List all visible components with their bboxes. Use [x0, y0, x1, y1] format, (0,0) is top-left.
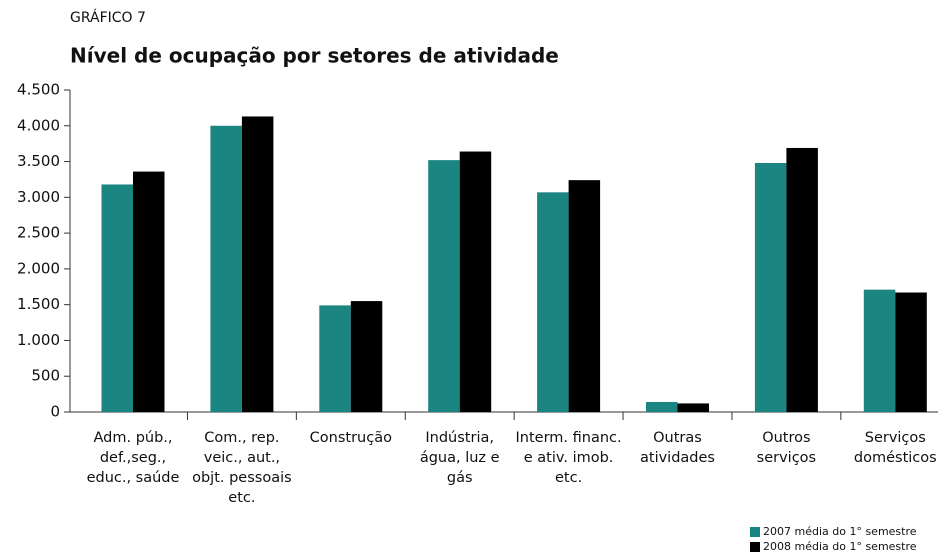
legend-swatch: [750, 542, 760, 552]
bar: [133, 171, 165, 412]
bar: [537, 192, 569, 412]
bar: [754, 162, 787, 412]
legend-label: 2007 média do 1° semestre: [763, 525, 917, 538]
x-tick-label: Construção: [309, 430, 392, 446]
x-tick-label: Adm. púb., def.,seg., educ., saúde: [86, 430, 180, 486]
bar: [428, 160, 460, 412]
y-tick-label: 3.500: [17, 152, 60, 170]
x-tick-label: Indústria, água, luz e gás: [419, 430, 500, 486]
y-tick-label: 500: [31, 367, 60, 385]
y-tick-label: 2.000: [17, 259, 60, 277]
legend-label: 2008 média do 1° semestre: [763, 540, 917, 553]
bar: [895, 292, 927, 412]
chart-title: Nível de ocupação por setores de ativida…: [70, 44, 559, 68]
x-tick-label: Interm. financ. e ativ. imob. etc.: [515, 430, 622, 486]
bar: [677, 403, 709, 412]
bar: [568, 180, 601, 412]
bar: [319, 305, 351, 412]
bar: [350, 301, 383, 412]
bar: [241, 116, 274, 412]
y-tick-label: 3.000: [17, 188, 60, 206]
bar: [101, 184, 133, 412]
y-tick-label: 1.500: [17, 295, 60, 313]
legend-swatch: [750, 527, 760, 537]
y-tick-label: 2.500: [17, 224, 60, 242]
y-tick-label: 4.500: [17, 81, 60, 99]
x-tick-label: Com., rep. veic., aut., objt. pessoais e…: [192, 430, 292, 506]
bar: [459, 151, 492, 412]
bar: [210, 125, 242, 413]
chart-supertitle: GRÁFICO 7: [70, 9, 146, 26]
y-tick-label: 4.000: [17, 116, 60, 134]
bar: [646, 401, 678, 412]
bar: [863, 289, 896, 412]
x-tick-label: Outros serviços: [756, 430, 817, 466]
x-tick-label: Outras atividades: [640, 430, 715, 466]
y-tick-label: 0: [50, 403, 60, 421]
bar: [786, 147, 818, 412]
y-tick-label: 1.000: [17, 331, 60, 349]
x-tick-label: Serviços domésticos: [853, 430, 937, 466]
